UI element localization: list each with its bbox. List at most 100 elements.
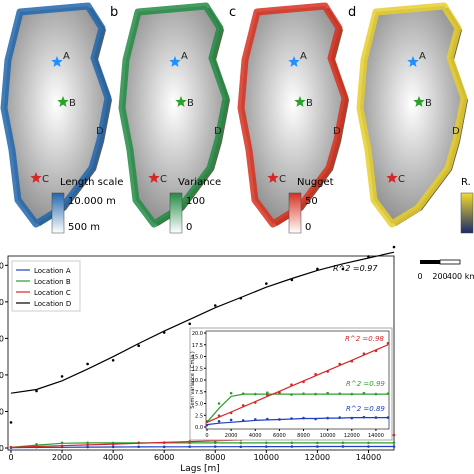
plot-frame bbox=[7, 255, 395, 451]
legend-title: Length scale bbox=[60, 177, 123, 188]
location-star bbox=[169, 56, 181, 67]
colorbar bbox=[288, 192, 302, 234]
legend-label: Location C bbox=[34, 289, 71, 297]
legend-min: 0 bbox=[186, 222, 192, 233]
y-tick-label: 200 bbox=[0, 298, 4, 307]
data-point bbox=[386, 392, 390, 395]
inset-x-tick-label: 8000 bbox=[297, 433, 310, 439]
location-label: A bbox=[419, 51, 426, 62]
fit-line bbox=[10, 251, 395, 394]
location-label: A bbox=[181, 51, 188, 62]
data-point bbox=[86, 362, 89, 366]
x-tick-label: 6000 bbox=[154, 453, 174, 462]
x-axis-label: Lags [m] bbox=[180, 464, 220, 474]
data-point bbox=[326, 416, 329, 420]
data-point bbox=[111, 442, 115, 446]
x-tick-label: 14000 bbox=[356, 453, 381, 462]
inset-annotation: R^2 =0.98 bbox=[345, 335, 384, 343]
data-point bbox=[367, 255, 370, 258]
data-point bbox=[266, 393, 269, 397]
inset-y-tick-label: 12.5 bbox=[192, 366, 203, 372]
fit-line bbox=[206, 344, 389, 423]
data-point bbox=[266, 391, 269, 394]
inset-x-tick-label: 2000 bbox=[225, 433, 238, 439]
scale-label: 400 km bbox=[447, 272, 474, 281]
ice-sheet bbox=[356, 2, 468, 228]
data-point bbox=[350, 392, 354, 396]
location-label: D bbox=[96, 126, 104, 137]
data-point bbox=[374, 349, 378, 353]
inset-y-tick-label: 20.0 bbox=[192, 331, 203, 337]
x-tick-label: 2000 bbox=[52, 453, 72, 462]
data-point bbox=[302, 416, 305, 420]
fit-line bbox=[10, 445, 394, 449]
data-point bbox=[253, 418, 257, 421]
data-point bbox=[239, 296, 243, 300]
data-point bbox=[290, 445, 294, 448]
location-star bbox=[413, 96, 425, 107]
data-point bbox=[213, 304, 217, 307]
inset-y-tick-label: 0.0 bbox=[195, 425, 203, 431]
data-point bbox=[137, 344, 140, 347]
data-point bbox=[241, 404, 245, 407]
location-star bbox=[57, 96, 69, 107]
map-panel: c A B C D Nugget 50 0 bbox=[229, 2, 349, 234]
location-label: C bbox=[398, 174, 405, 185]
data-point bbox=[386, 416, 390, 419]
data-point bbox=[316, 445, 319, 448]
data-point bbox=[217, 414, 221, 418]
location-label: B bbox=[187, 98, 194, 109]
location-label: B bbox=[69, 98, 76, 109]
data-point bbox=[137, 445, 140, 449]
data-point bbox=[341, 441, 345, 445]
y-tick-label: 150 bbox=[0, 334, 4, 343]
inset-annotation: R^2 =0.99 bbox=[346, 380, 385, 388]
location-label: D bbox=[452, 126, 460, 137]
annotation: R^2 =0.97 bbox=[333, 264, 378, 273]
data-point bbox=[229, 411, 233, 415]
data-point bbox=[302, 392, 305, 395]
y-tick-label: 50 bbox=[0, 407, 4, 416]
location-star bbox=[175, 96, 187, 107]
location-star bbox=[148, 172, 160, 183]
inset-y-tick-label: 7.5 bbox=[195, 390, 203, 396]
location-star bbox=[267, 172, 279, 183]
data-point bbox=[35, 443, 38, 446]
data-point bbox=[60, 375, 64, 378]
y-tick-label: 250 bbox=[0, 261, 4, 270]
location-label: B bbox=[425, 98, 432, 109]
data-point bbox=[9, 445, 13, 449]
x-tick-label: 8000 bbox=[205, 453, 225, 462]
data-point bbox=[137, 441, 140, 445]
data-point bbox=[60, 444, 64, 448]
data-point bbox=[217, 420, 221, 423]
data-point bbox=[213, 445, 217, 448]
data-point bbox=[162, 445, 166, 449]
location-label: D bbox=[214, 126, 222, 137]
map-panel: b A B C D Variance 100 0 bbox=[110, 2, 230, 234]
data-point bbox=[338, 416, 342, 419]
legend-title: R. bbox=[461, 177, 471, 188]
data-point bbox=[213, 441, 217, 445]
data-point bbox=[253, 401, 257, 404]
data-point bbox=[362, 415, 366, 419]
location-star bbox=[288, 56, 300, 67]
location-label: C bbox=[160, 174, 167, 185]
data-point bbox=[314, 373, 317, 376]
data-point bbox=[86, 443, 89, 446]
data-point bbox=[338, 362, 342, 366]
panel-letter: c bbox=[229, 5, 236, 20]
x-tick-label: 0 bbox=[8, 453, 13, 462]
legend-min: 500 m bbox=[68, 222, 100, 233]
panel-letter: d bbox=[348, 5, 356, 20]
data-point bbox=[239, 445, 243, 449]
panel-letter: b bbox=[110, 5, 118, 20]
location-label: D bbox=[333, 126, 341, 137]
data-point bbox=[326, 391, 329, 395]
legend-title: Variance bbox=[178, 177, 221, 188]
data-point bbox=[188, 440, 192, 443]
y-tick-label: 100 bbox=[0, 371, 4, 380]
location-label: C bbox=[42, 174, 49, 185]
data-point bbox=[314, 417, 317, 421]
x-tick-label: 10000 bbox=[254, 453, 279, 462]
